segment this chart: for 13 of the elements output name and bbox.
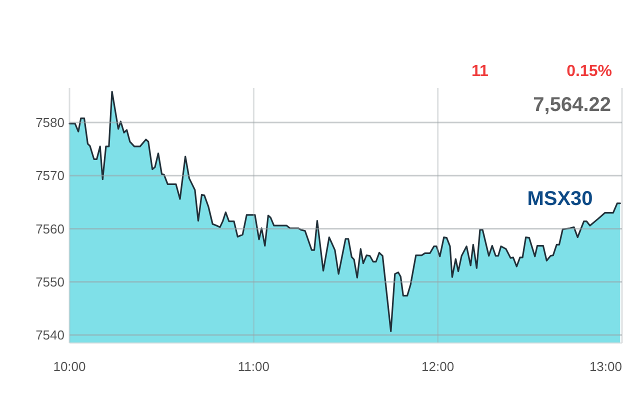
y-tick-label: 7540	[36, 328, 64, 343]
text: MSX30	[527, 188, 593, 210]
y-tick-label: 7570	[36, 168, 64, 184]
x-tick-label: 12:00	[422, 359, 454, 374]
y-tick-label: 7560	[36, 221, 64, 236]
annotation: 7,564.22	[533, 94, 611, 116]
x-tick-label: 13:00	[589, 359, 622, 374]
y-tick-label: 7580	[36, 115, 64, 130]
x-tick-label: 11:00	[238, 359, 270, 374]
y-tick-label: 7550	[36, 274, 64, 290]
text: 0.15%	[566, 63, 612, 80]
text: 11	[472, 63, 489, 80]
x-tick-label: 10:00	[53, 359, 86, 374]
